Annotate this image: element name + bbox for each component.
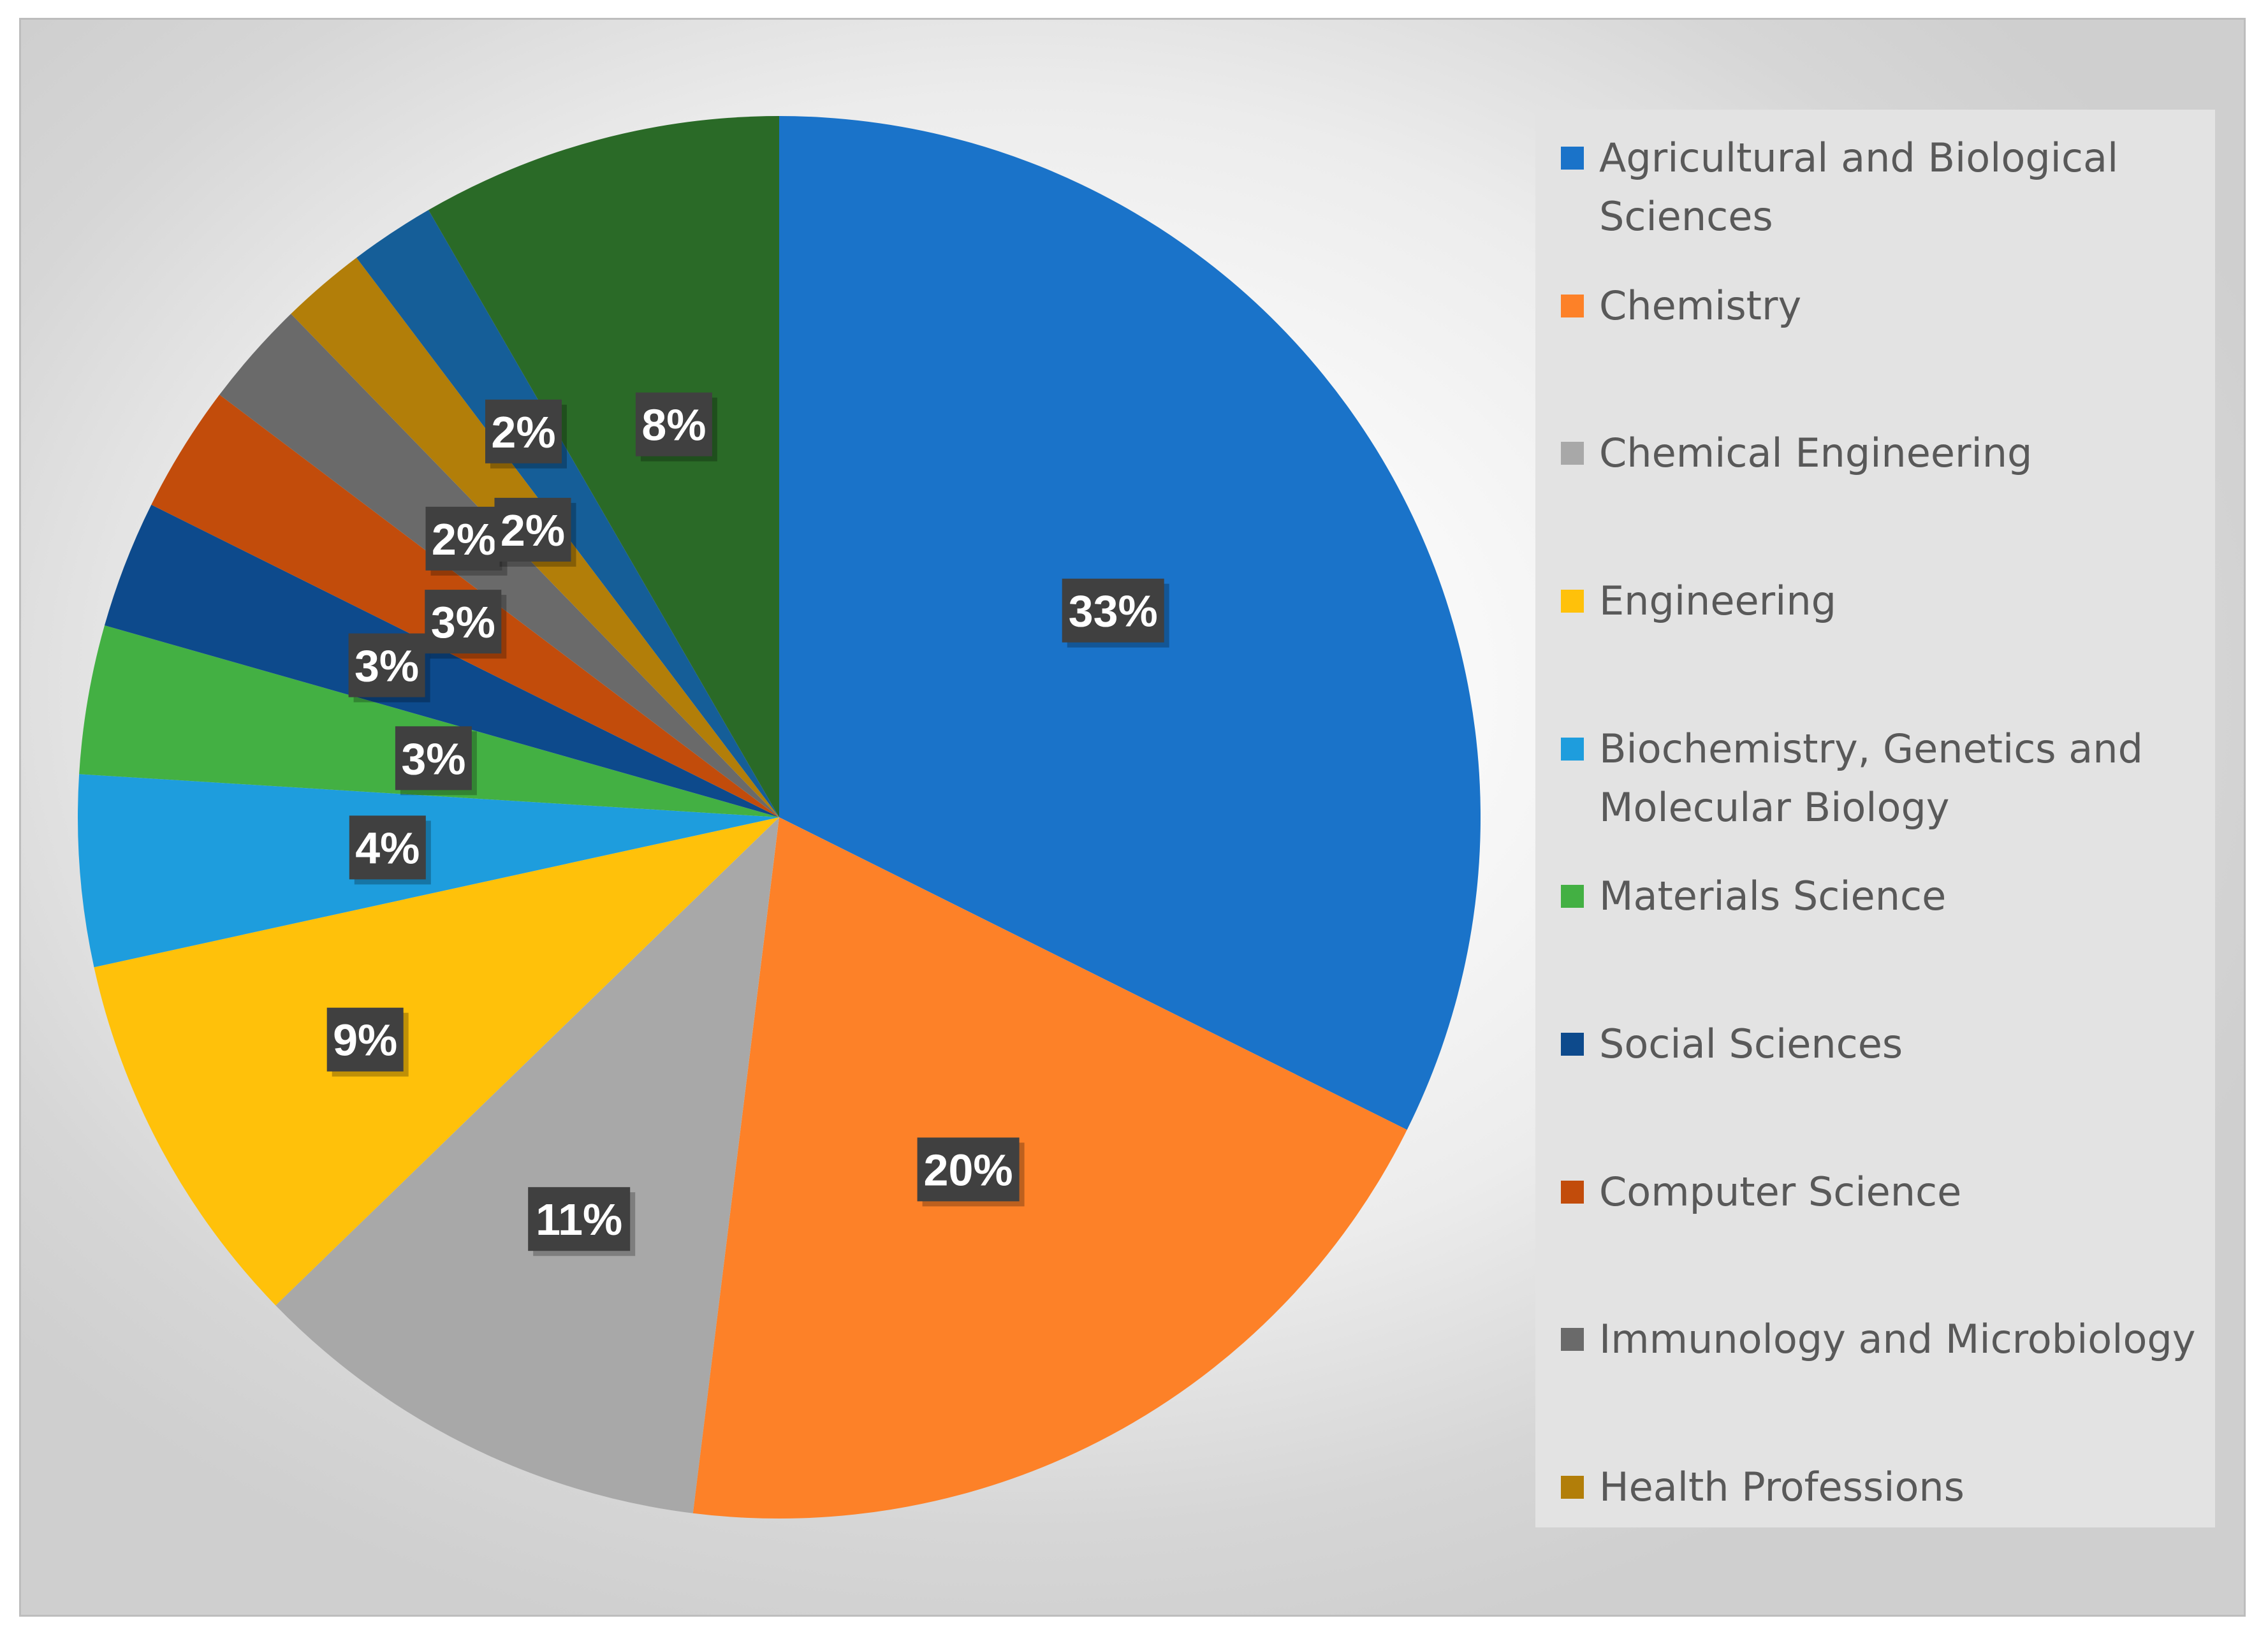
legend-label: Agricultural and Biological Sciences (1599, 135, 2119, 240)
legend-label: Health Professions (1599, 1464, 1964, 1510)
pie-slice (692, 817, 1407, 1519)
data-label-box (348, 633, 425, 697)
pie-slice (275, 817, 779, 1513)
legend-item: Social Sciences (1535, 996, 2215, 1091)
legend-item: Biochemistry, Genetics and Molecular Bio… (1535, 701, 2215, 831)
legend-item: Computer Science (1535, 1144, 2215, 1239)
data-label-box (425, 590, 502, 654)
pie-slice (94, 817, 779, 1306)
legend-swatch (1561, 1476, 1584, 1499)
legend-swatch (1561, 590, 1584, 613)
legend-label: Biochemistry, Genetics and Molecular Bio… (1599, 725, 2143, 831)
data-label-text: 3% (401, 734, 465, 783)
pie-slice (79, 625, 780, 817)
data-label: 4% (349, 815, 431, 885)
data-label-box (485, 399, 562, 463)
legend-item: Health Professions (1535, 1439, 2215, 1534)
pie-data-labels: 33%20%11%9%4%3%3%3%2% 2%2% 8% (326, 392, 1169, 1257)
data-label: 9% (326, 1007, 409, 1077)
legend-item: Engineering (1535, 553, 2215, 648)
data-label: 33% (1062, 578, 1169, 648)
data-label: 3% (425, 590, 507, 659)
data-label-text: 8% (641, 400, 706, 450)
data-label: 2% (494, 497, 576, 567)
legend-item: Agricultural and Biological Sciences (1535, 110, 2215, 240)
legend-item: Immunology and Microbiology (1535, 1291, 2215, 1387)
legend-swatch (1561, 1328, 1584, 1351)
data-label-box (1062, 578, 1164, 643)
data-label-box (635, 392, 712, 456)
pie-slices (78, 116, 1481, 1519)
data-label-text: 11% (536, 1195, 622, 1244)
legend-label: Social Sciences (1599, 1021, 1903, 1067)
legend-item: Chemistry (1535, 258, 2215, 353)
data-label-text: 2% (432, 514, 496, 564)
legend-item: Chemical Engineering (1535, 405, 2215, 500)
legend-label: Computer Science (1599, 1169, 1962, 1215)
pie-slice (78, 774, 780, 968)
data-label-box (528, 1187, 631, 1251)
legend-label: Immunology and Microbiology (1599, 1316, 2196, 1362)
data-label: 2% (485, 399, 567, 469)
data-label: 11% (528, 1187, 636, 1257)
data-label-box (326, 1007, 404, 1072)
data-label-box (494, 497, 571, 562)
legend-swatch (1561, 738, 1584, 761)
data-label-box (395, 726, 472, 790)
data-label-text: 3% (431, 597, 495, 647)
legend: Agricultural and Biological Sciences Chem… (1535, 110, 2215, 1527)
legend-swatch (1561, 1033, 1584, 1056)
data-label-text: 9% (333, 1016, 397, 1065)
data-label-text: 3% (355, 641, 419, 691)
legend-label: Chemistry (1599, 282, 1802, 329)
legend-swatch (1561, 295, 1584, 317)
legend-label: Engineering (1599, 578, 1836, 624)
legend-swatch (1561, 1181, 1584, 1204)
data-label: 8% (635, 392, 717, 462)
legend-item: Materials Science (1535, 848, 2215, 943)
data-label-box (917, 1137, 1020, 1202)
legend-swatch (1561, 442, 1584, 465)
data-label: 3% (348, 633, 430, 703)
data-label-text: 33% (1069, 586, 1158, 636)
data-label: 3% (395, 726, 477, 796)
data-label-box (425, 506, 502, 571)
pie-slice (428, 116, 779, 817)
data-label-text: 20% (924, 1145, 1013, 1195)
legend-label: Materials Science (1599, 873, 1947, 919)
legend-swatch (1561, 147, 1584, 170)
pie-slice (105, 504, 779, 817)
data-label-text: 2% (501, 506, 565, 555)
data-label-box (349, 815, 426, 880)
data-label: 20% (917, 1137, 1025, 1207)
legend-swatch (1561, 885, 1584, 908)
legend-label: Chemical Engineering (1599, 430, 2033, 476)
data-label-text: 4% (355, 823, 420, 873)
data-label-text: 2% (491, 407, 555, 457)
